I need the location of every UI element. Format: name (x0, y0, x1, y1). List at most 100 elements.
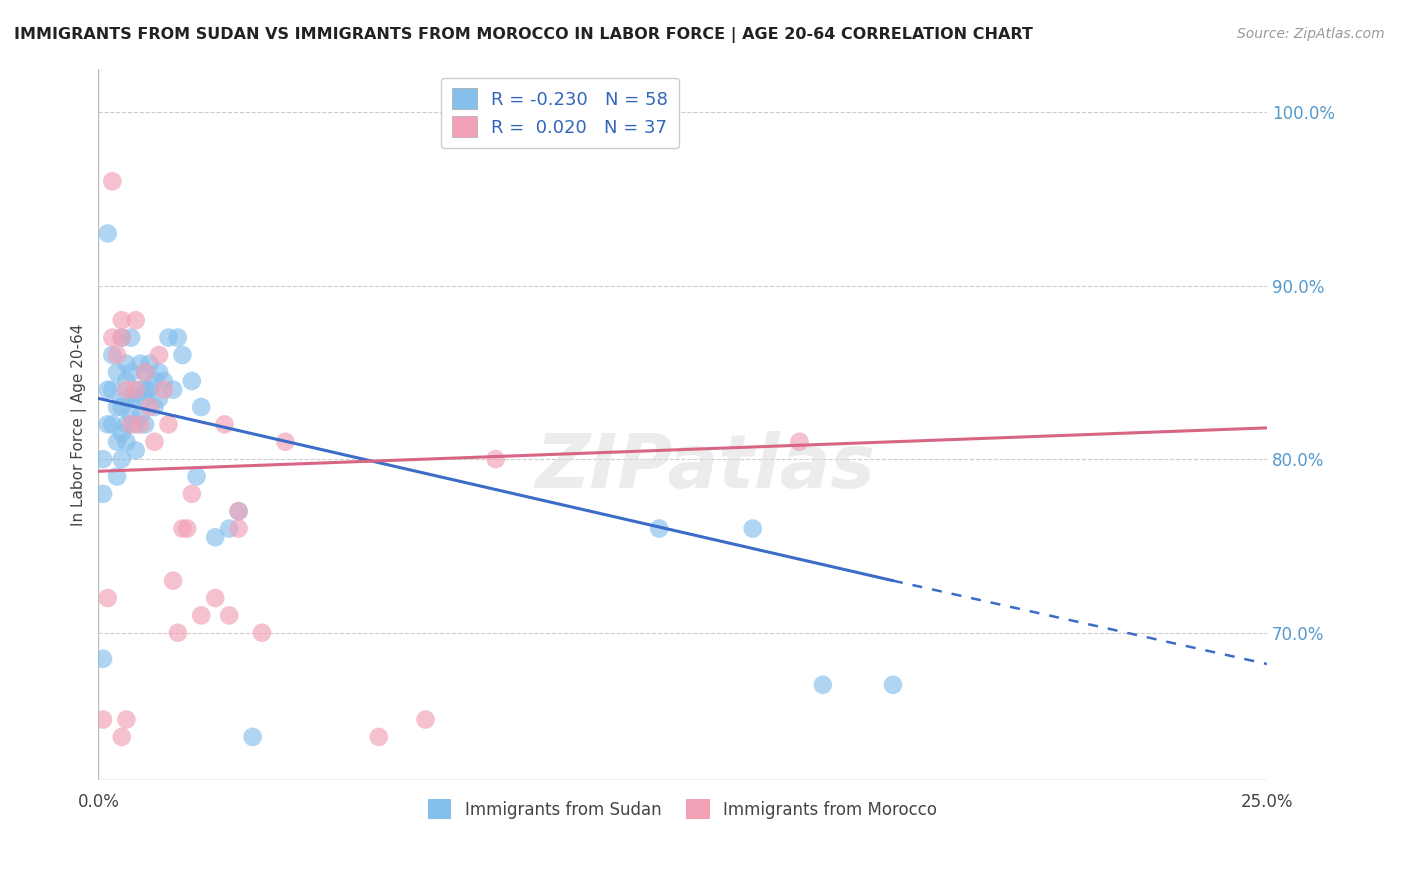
Point (115, 392, 138, 406)
Point (218, 608, 240, 623)
Point (172, 348, 194, 362)
Point (180, 487, 202, 501)
Point (97, 417, 120, 432)
Point (111, 400, 134, 414)
Point (148, 392, 170, 406)
Point (157, 330, 180, 344)
Point (115, 357, 138, 371)
Point (120, 365, 142, 379)
Point (91, 487, 114, 501)
Point (91, 713, 114, 727)
Point (115, 383, 138, 397)
Point (111, 730, 134, 744)
Point (172, 522, 194, 536)
Point (204, 591, 226, 605)
Point (228, 522, 250, 536)
Point (105, 365, 128, 379)
Point (180, 374, 202, 388)
Point (143, 374, 166, 388)
Point (125, 417, 148, 432)
Point (882, 678, 904, 692)
Point (111, 313, 134, 327)
Point (120, 417, 142, 432)
Point (105, 400, 128, 414)
Point (134, 392, 156, 406)
Point (115, 434, 138, 449)
Point (152, 383, 174, 397)
Point (162, 574, 184, 588)
Point (125, 443, 148, 458)
Point (143, 434, 166, 449)
Point (148, 348, 170, 362)
Point (120, 392, 142, 406)
Point (741, 522, 763, 536)
Point (148, 365, 170, 379)
Point (120, 330, 142, 344)
Point (101, 417, 124, 432)
Point (228, 504, 250, 518)
Point (415, 713, 437, 727)
Point (134, 365, 156, 379)
Point (115, 374, 138, 388)
Point (111, 330, 134, 344)
Point (214, 417, 236, 432)
Point (228, 504, 250, 518)
Point (190, 400, 212, 414)
Point (139, 400, 162, 414)
Point (129, 383, 152, 397)
Point (176, 522, 198, 536)
Point (91, 452, 114, 467)
Point (134, 417, 156, 432)
Point (125, 383, 148, 397)
Point (190, 608, 212, 623)
Point (101, 348, 124, 362)
Point (204, 530, 226, 544)
Text: Source: ZipAtlas.com: Source: ZipAtlas.com (1237, 27, 1385, 41)
Point (242, 730, 264, 744)
Point (162, 383, 184, 397)
Point (115, 713, 138, 727)
Point (129, 357, 152, 371)
Point (129, 409, 152, 423)
Point (218, 522, 240, 536)
Y-axis label: In Labor Force | Age 20-64: In Labor Force | Age 20-64 (72, 323, 87, 525)
Point (152, 374, 174, 388)
Text: ZIPatlas: ZIPatlas (536, 431, 876, 504)
Point (648, 522, 671, 536)
Point (101, 383, 124, 397)
Legend: Immigrants from Sudan, Immigrants from Morocco: Immigrants from Sudan, Immigrants from M… (422, 793, 943, 825)
Point (811, 678, 834, 692)
Point (101, 174, 124, 188)
Point (97, 591, 120, 605)
Point (105, 434, 128, 449)
Point (166, 330, 188, 344)
Point (129, 417, 152, 432)
Point (97, 227, 120, 241)
Point (125, 392, 148, 406)
Point (111, 452, 134, 467)
Point (134, 365, 156, 379)
Point (105, 469, 128, 483)
Point (120, 409, 142, 423)
Point (97, 383, 120, 397)
Point (111, 330, 134, 344)
Point (139, 357, 162, 371)
Point (111, 426, 134, 441)
Point (91, 652, 114, 666)
Point (157, 417, 180, 432)
Text: IMMIGRANTS FROM SUDAN VS IMMIGRANTS FROM MOROCCO IN LABOR FORCE | AGE 20-64 CORR: IMMIGRANTS FROM SUDAN VS IMMIGRANTS FROM… (14, 27, 1033, 43)
Point (186, 469, 208, 483)
Point (134, 383, 156, 397)
Point (143, 400, 166, 414)
Point (250, 625, 273, 640)
Point (101, 330, 124, 344)
Point (139, 383, 162, 397)
Point (485, 452, 508, 467)
Point (274, 434, 297, 449)
Point (789, 434, 811, 449)
Point (105, 348, 128, 362)
Point (166, 625, 188, 640)
Point (125, 313, 148, 327)
Point (367, 730, 389, 744)
Point (115, 417, 138, 432)
